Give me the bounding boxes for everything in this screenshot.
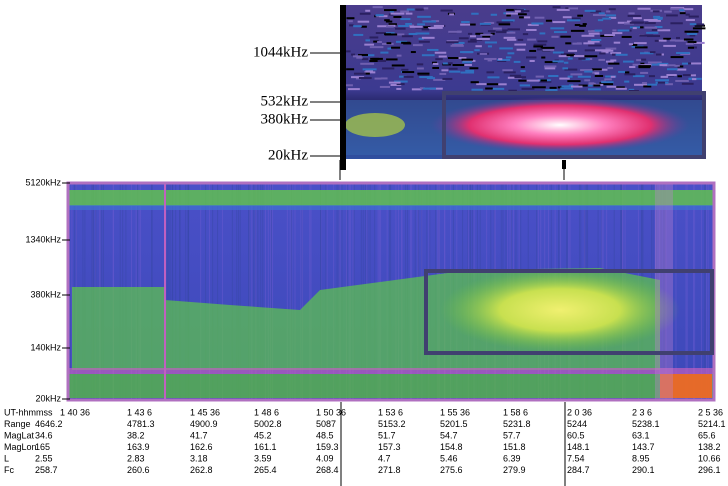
cell: 5087	[316, 419, 336, 429]
cell: 2 5 36	[698, 407, 723, 417]
cell: 48.5	[316, 430, 334, 440]
cell: 63.1	[632, 430, 650, 440]
cell: 151.8	[503, 442, 526, 452]
cell: 1 48 6	[254, 407, 279, 417]
cell: 65.6	[698, 430, 716, 440]
freq-label: 5120kHz	[25, 177, 61, 187]
cell: 161.1	[254, 442, 277, 452]
cell: 8.95	[632, 453, 650, 463]
row-label: MagLon	[4, 442, 37, 452]
cell: 157.3	[378, 442, 401, 452]
cell: 3.18	[190, 453, 208, 463]
row-label: Fc	[4, 465, 14, 475]
row-label: L	[4, 453, 9, 463]
cell: 3.59	[254, 453, 272, 463]
freq-label: 140kHz	[30, 342, 61, 352]
main-spectrogram: 5120kHz 1340kHz 380kHz 140kHz 20kHz	[25, 177, 714, 403]
cell: 2 0 36	[567, 407, 592, 417]
cell: 5201.5	[440, 419, 468, 429]
cell: 271.8	[378, 465, 401, 475]
cell: 138.2	[698, 442, 721, 452]
cell: 60.5	[567, 430, 585, 440]
row-label: UT-hhmmss	[4, 407, 53, 417]
freq-label: 380kHz	[30, 289, 61, 299]
cell: 1 40 36	[60, 407, 90, 417]
cell: 260.6	[127, 465, 150, 475]
freq-label: 20kHz	[35, 393, 61, 403]
cell: 34.6	[35, 430, 53, 440]
cell: 2 3 6	[632, 407, 652, 417]
cell: 54.7	[440, 430, 458, 440]
cell: 2.83	[127, 453, 145, 463]
cell: 4781.3	[127, 419, 155, 429]
cell: 268.4	[316, 465, 339, 475]
page: 1044kHz 532kHz 380kHz 20kHz 5120kHz 1340k…	[0, 0, 728, 486]
cell: 38.2	[127, 430, 145, 440]
cell: 1 50 36	[316, 407, 346, 417]
cell: 284.7	[567, 465, 590, 475]
cell: 163.9	[127, 442, 150, 452]
cell: 275.6	[440, 465, 463, 475]
row-label: Range	[4, 419, 31, 429]
cell: 6.39	[503, 453, 521, 463]
cell: 165	[35, 442, 50, 452]
cell: 2.55	[35, 453, 53, 463]
cell: 10.66	[698, 453, 721, 463]
cell: 5214.1	[698, 419, 726, 429]
cell: 4900.9	[190, 419, 218, 429]
cell: 258.7	[35, 465, 58, 475]
cell: 265.4	[254, 465, 277, 475]
cell: 159.3	[316, 442, 339, 452]
cell: 51.7	[378, 430, 396, 440]
cell: 154.8	[440, 442, 463, 452]
cell: 4.7	[378, 453, 391, 463]
cell: 262.8	[190, 465, 213, 475]
cell: 148.1	[567, 442, 590, 452]
cell: 5.46	[440, 453, 458, 463]
cell: 5002.8	[254, 419, 282, 429]
freq-label: 1340kHz	[25, 234, 61, 244]
cell: 1 58 6	[503, 407, 528, 417]
cell: 7.54	[567, 453, 585, 463]
figure: 1044kHz 532kHz 380kHz 20kHz 5120kHz 1340k…	[0, 0, 728, 486]
cell: 5231.8	[503, 419, 531, 429]
cell: 162.6	[190, 442, 213, 452]
inset-freq-label: 380kHz	[261, 111, 309, 127]
cell: 57.7	[503, 430, 521, 440]
inset-freq-label: 1044kHz	[253, 44, 308, 60]
inset-freq-label: 532kHz	[261, 93, 309, 109]
cell: 1 53 6	[378, 407, 403, 417]
cell: 290.1	[632, 465, 655, 475]
cell: 41.7	[190, 430, 208, 440]
cell: 4.09	[316, 453, 334, 463]
cell: 5238.1	[632, 419, 660, 429]
row-label: MagLat	[4, 430, 35, 440]
cell: 296.1	[698, 465, 721, 475]
cell: 5153.2	[378, 419, 406, 429]
inset-freq-label: 20kHz	[268, 147, 308, 163]
inset-spectrogram: 1044kHz 532kHz 380kHz 20kHz	[253, 5, 705, 180]
cell: 1 55 36	[440, 407, 470, 417]
cell: 5244	[567, 419, 587, 429]
cell: 1 45 36	[190, 407, 220, 417]
cell: 279.9	[503, 465, 526, 475]
cell: 45.2	[254, 430, 272, 440]
cell: 4646.2	[35, 419, 63, 429]
cell: 143.7	[632, 442, 655, 452]
ephemeris-table: UT-hhmmss 1 40 36 1 43 6 1 45 36 1 48 6 1 50 …	[4, 402, 726, 486]
cell: 1 43 6	[127, 407, 152, 417]
